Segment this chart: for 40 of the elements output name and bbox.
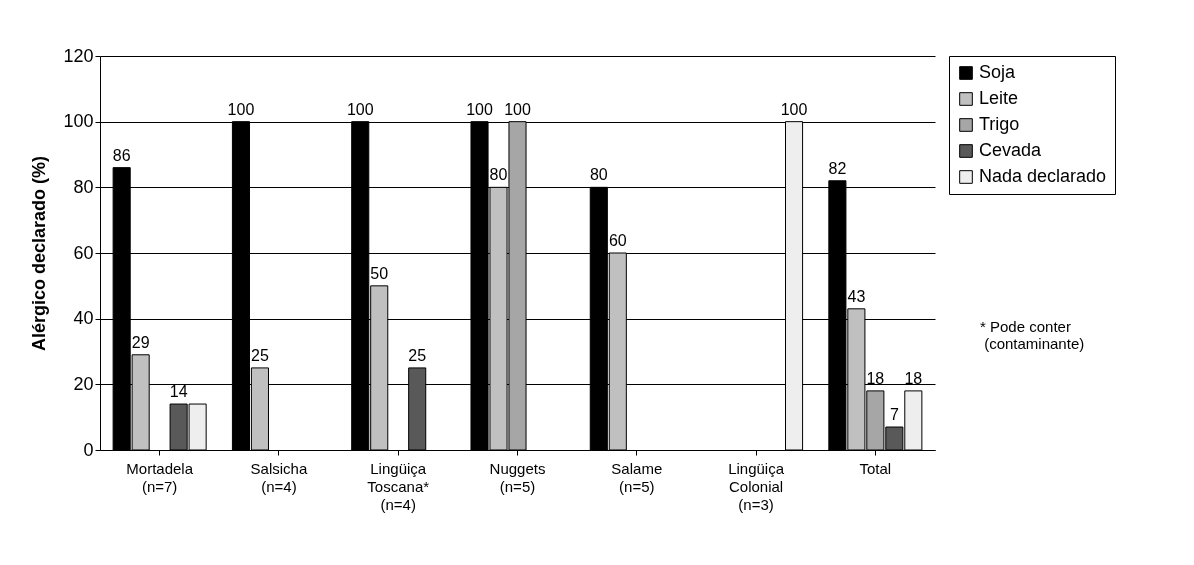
data-label: 100: [780, 100, 808, 118]
legend-label: Nada declarado: [979, 166, 1107, 186]
y-tick-label: 80: [73, 176, 94, 197]
data-label: 82: [828, 159, 847, 177]
data-label: 100: [227, 100, 255, 118]
data-label: 7: [889, 406, 899, 424]
data-label: 18: [904, 369, 923, 387]
x-tick-label: Lingüiça Colonial (n=3): [728, 459, 785, 513]
data-label: 100: [346, 100, 374, 118]
legend-label: Soja: [979, 62, 1017, 82]
x-tick-label: Total: [859, 459, 892, 477]
y-tick-label: 40: [73, 308, 94, 329]
data-label: 25: [251, 346, 269, 364]
data-label: 43: [847, 287, 866, 305]
data-label: 60: [608, 232, 627, 249]
x-tick-label: Salame (n=5): [611, 459, 663, 495]
legend-label: Trigo: [979, 114, 1020, 134]
y-tick-label: 100: [63, 111, 94, 132]
data-label: 100: [466, 100, 493, 118]
x-tick-label: Salsicha (n=4): [250, 459, 308, 495]
y-tick-label: 60: [73, 242, 94, 263]
legend-label: Cevada: [979, 140, 1043, 160]
y-tick-label: 120: [63, 45, 94, 66]
x-tick-label: Nuggets (n=5): [489, 459, 546, 495]
data-label: 80: [589, 166, 608, 184]
data-label: 18: [866, 369, 885, 387]
y-tick-label: 0: [83, 439, 94, 460]
data-label: 14: [169, 383, 188, 401]
data-label: 80: [489, 166, 508, 184]
x-tick-label: Mortadela (n=7): [126, 459, 194, 495]
y-axis-title: Alérgico declarado (%): [29, 155, 50, 352]
x-tick-label: Lingüiça Toscana* (n=4): [367, 459, 430, 513]
data-label: 86: [112, 146, 131, 164]
data-label: 100: [504, 100, 531, 118]
data-label: 25: [408, 346, 427, 364]
data-label: 29: [131, 333, 150, 351]
text: * Pode conter (contaminante): [980, 318, 1085, 352]
data-label: 50: [370, 264, 389, 282]
y-tick-label: 20: [73, 373, 94, 394]
legend-label: Leite: [979, 88, 1019, 108]
